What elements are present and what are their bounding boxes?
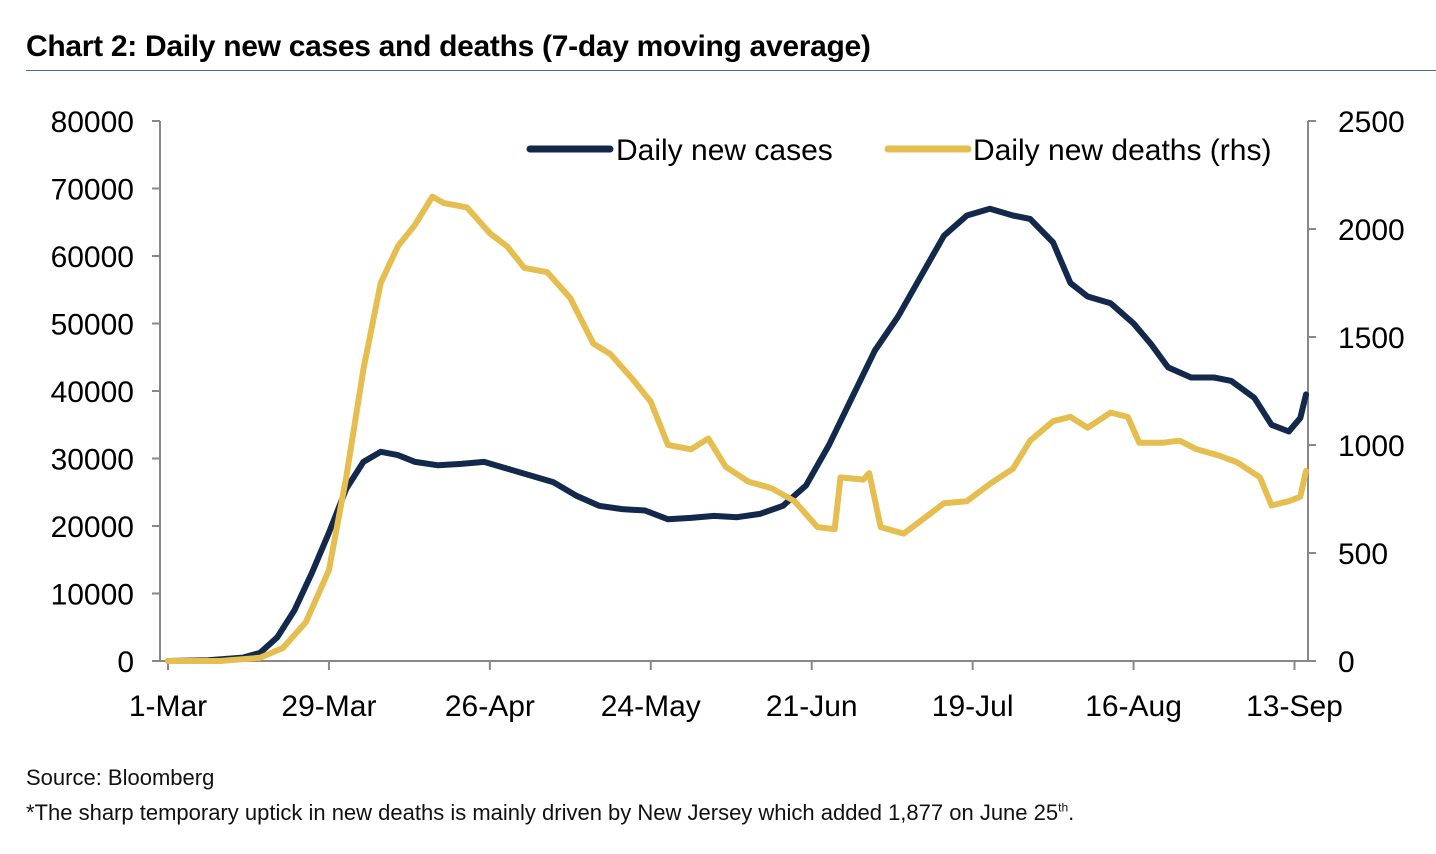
footnote-text: *The sharp temporary uptick in new death… — [26, 800, 1059, 825]
y-left-tick-label: 50000 — [51, 309, 134, 342]
footnote-superscript: th — [1058, 800, 1069, 815]
legend-label-cases: Daily new cases — [616, 134, 833, 167]
y-left-tick-label: 70000 — [51, 174, 134, 207]
footnote-end: . — [1068, 800, 1075, 825]
title-underline — [26, 70, 1436, 71]
x-tick-label: 19-Jul — [932, 690, 1014, 723]
x-tick-label: 13-Sep — [1246, 690, 1343, 723]
series-line-cases — [165, 205, 1309, 664]
chart-legend: Daily new cases Daily new deaths (rhs) — [526, 134, 1271, 167]
y-left-tick-label: 60000 — [51, 241, 134, 274]
y-left-tick-label: 10000 — [51, 579, 134, 612]
y-right-tick-label: 1000 — [1338, 430, 1405, 463]
line-chart: 0100002000030000400005000060000700008000… — [51, 106, 1405, 723]
y-right-tick-label: 1500 — [1338, 322, 1405, 355]
footnote: *The sharp temporary uptick in new death… — [26, 800, 1074, 826]
x-tick-label: 29-Mar — [281, 690, 376, 723]
chart-title: Chart 2: Daily new cases and deaths (7-d… — [26, 30, 871, 63]
legend-label-deaths: Daily new deaths (rhs) — [973, 134, 1271, 167]
source-note: Source: Bloomberg — [26, 765, 215, 790]
x-tick-label: 1-Mar — [129, 690, 207, 723]
y-left-tick-label: 80000 — [51, 106, 134, 139]
series-line-deaths — [165, 193, 1309, 664]
y-left-tick-label: 0 — [117, 646, 134, 679]
y-right-tick-label: 2000 — [1338, 214, 1405, 247]
y-right-tick-label: 2500 — [1338, 106, 1405, 139]
x-tick-label: 16-Aug — [1085, 690, 1182, 723]
y-right-tick-label: 500 — [1338, 538, 1388, 571]
chart-series-lines — [165, 193, 1309, 664]
y-left-tick-label: 40000 — [51, 376, 134, 409]
y-left-tick-label: 30000 — [51, 444, 134, 477]
y-left-tick-label: 20000 — [51, 511, 134, 544]
chart-axes: 0100002000030000400005000060000700008000… — [51, 106, 1405, 723]
x-tick-label: 24-May — [601, 690, 701, 723]
x-tick-label: 21-Jun — [766, 690, 858, 723]
y-right-tick-label: 0 — [1338, 646, 1355, 679]
x-tick-label: 26-Apr — [445, 690, 535, 723]
